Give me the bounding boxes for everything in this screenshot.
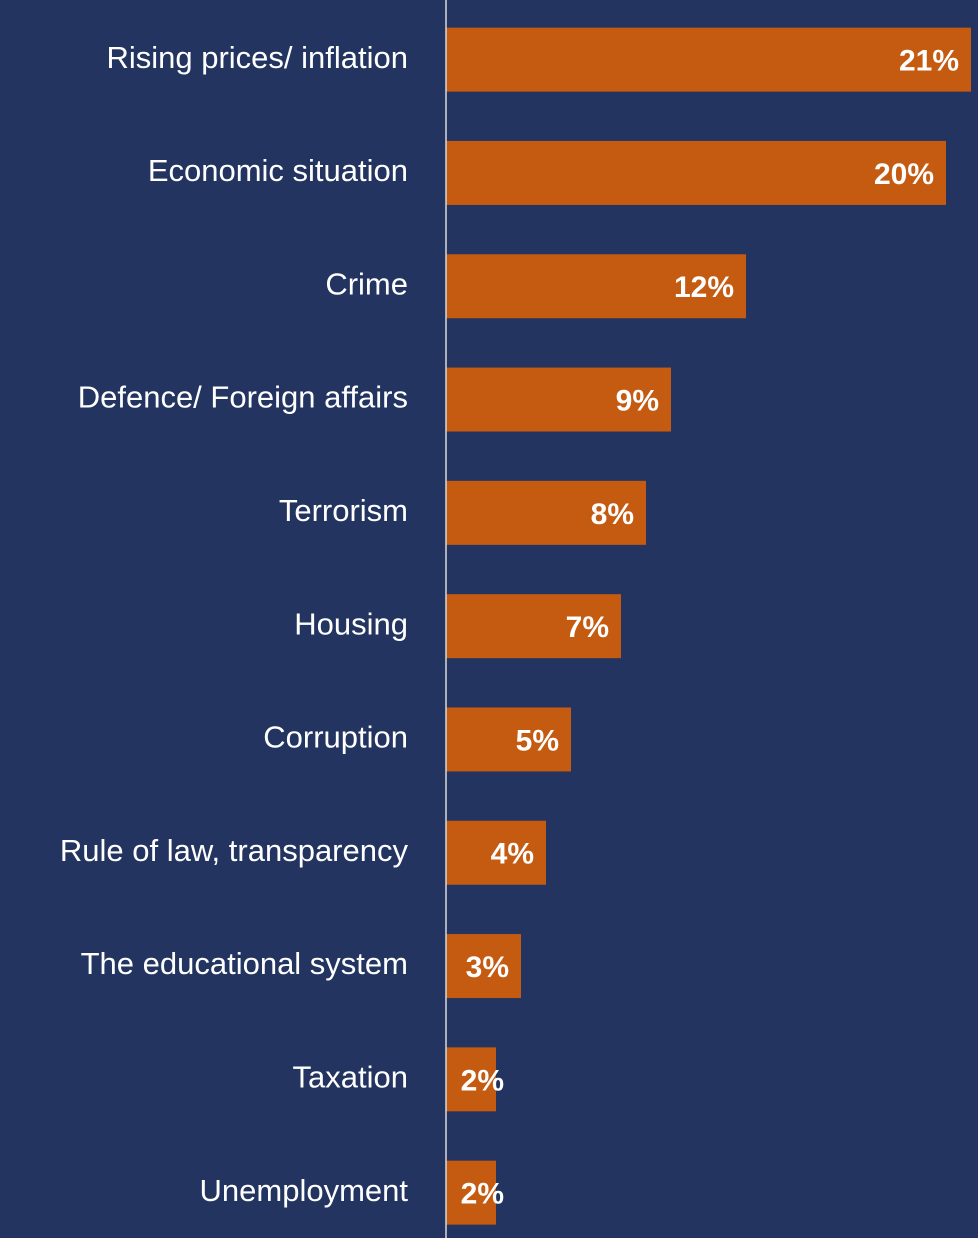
bar bbox=[446, 820, 546, 885]
value-label: 5% bbox=[516, 724, 559, 757]
category-label: Taxation bbox=[293, 1060, 408, 1095]
bar bbox=[446, 934, 521, 999]
category-label: Terrorism bbox=[279, 493, 408, 528]
bar bbox=[446, 254, 746, 319]
category-label: The educational system bbox=[81, 946, 408, 981]
value-label: 7% bbox=[566, 611, 609, 644]
bar bbox=[446, 1047, 496, 1112]
bar bbox=[446, 140, 946, 205]
bar bbox=[446, 594, 621, 659]
bar bbox=[446, 707, 571, 772]
value-label: 2% bbox=[461, 1178, 504, 1211]
bar bbox=[446, 27, 971, 92]
category-label: Crime bbox=[325, 266, 408, 301]
category-label: Economic situation bbox=[148, 153, 408, 188]
value-label: 9% bbox=[616, 384, 659, 417]
value-label: 12% bbox=[674, 271, 734, 304]
bar bbox=[446, 1160, 496, 1225]
category-label: Housing bbox=[294, 606, 408, 641]
value-label: 8% bbox=[591, 498, 634, 531]
value-label: 21% bbox=[899, 45, 959, 78]
bar bbox=[446, 367, 671, 432]
category-label: Defence/ Foreign affairs bbox=[78, 380, 408, 415]
value-label: 2% bbox=[461, 1064, 504, 1097]
bar bbox=[446, 480, 646, 545]
category-label: Corruption bbox=[263, 720, 408, 755]
value-label: 20% bbox=[874, 158, 934, 191]
category-label: Rising prices/ inflation bbox=[106, 40, 408, 75]
value-label: 4% bbox=[491, 838, 534, 871]
value-label: 3% bbox=[466, 951, 509, 984]
category-label: Rule of law, transparency bbox=[60, 833, 409, 868]
category-label: Unemployment bbox=[200, 1173, 409, 1208]
